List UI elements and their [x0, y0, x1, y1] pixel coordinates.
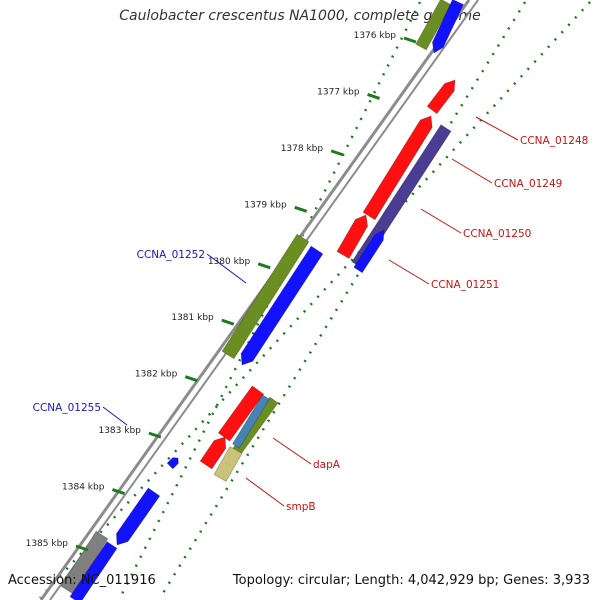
gene-labels: CCNA_01248 CCNA_01249 CCNA_01250 CCNA_01251…	[33, 116, 588, 513]
gene-label-ccna-01249: CCNA_01249	[494, 178, 562, 190]
dotted-guide-1	[118, 1, 422, 599]
gene-features	[60, 0, 464, 600]
gene-bar	[362, 115, 433, 221]
ruler-tick	[330, 149, 344, 157]
gene-label-leader	[420, 208, 462, 234]
gene-label-ccna-01251: CCNA_01251	[431, 279, 499, 291]
map-title: Caulobacter crescentus NA1000, complete …	[119, 8, 481, 24]
ruler-tick-label: 1383 kbp	[98, 426, 141, 436]
gene-label-smpb: smpB	[286, 501, 316, 513]
gene-bar	[199, 436, 227, 470]
ruler-tick	[184, 375, 198, 383]
ruler-tick	[294, 205, 308, 213]
gene-label-ccna-01248: CCNA_01248	[520, 135, 588, 147]
ruler-tick-label: 1384 kbp	[62, 483, 105, 493]
gene-bar	[353, 229, 385, 274]
ruler-tick-label: 1380 kbp	[208, 257, 251, 267]
ruler-tick-label: 1385 kbp	[26, 539, 69, 549]
ruler-tick-label: 1377 kbp	[317, 87, 360, 97]
ruler-tick-label: 1382 kbp	[135, 370, 178, 380]
gene-bar	[213, 445, 243, 483]
gene-label-leader	[475, 116, 519, 141]
ruler-tick	[111, 488, 125, 495]
gene-bar	[69, 541, 118, 600]
accession-text: Accession: NC_011916	[8, 573, 156, 588]
gene-bar	[232, 394, 270, 449]
gene-bar	[116, 487, 161, 546]
gene-bar	[166, 457, 179, 470]
gene-label-leader	[245, 477, 285, 507]
ruler-ticks: 1376 kbp 1377 kbp 1378 kbp 1379 kbp 1380 kbp…	[26, 31, 417, 552]
gene-label-ccna-01250: CCNA_01250	[463, 228, 531, 240]
gene-label-leader	[206, 253, 247, 284]
summary-text: Topology: circular; Length: 4,042,929 bp…	[232, 573, 590, 588]
gene-bar	[415, 0, 452, 51]
gene-label-leader	[388, 259, 430, 285]
ruler-tick	[403, 36, 417, 44]
gene-label-leader	[102, 406, 128, 426]
gene-bar	[431, 0, 464, 54]
ruler-tick	[257, 262, 271, 270]
ruler-tick-label: 1378 kbp	[281, 144, 324, 154]
gene-bar	[221, 233, 310, 360]
dotted-guides	[39, 1, 591, 599]
ruler-tick	[148, 431, 162, 439]
gene-bar	[217, 385, 265, 442]
gene-label-dapa: dapA	[313, 459, 341, 471]
ruler-tick-label: 1379 kbp	[244, 200, 287, 210]
ruler-tick	[75, 544, 89, 552]
gene-bar	[426, 79, 456, 115]
gene-bar	[240, 245, 324, 366]
ruler-tick	[221, 318, 235, 326]
ruler-tick-label: 1376 kbp	[354, 31, 397, 41]
gene-label-ccna-01255: CCNA_01255	[33, 402, 101, 414]
ruler-tick-label: 1381 kbp	[171, 313, 214, 323]
gene-label-leader	[451, 158, 493, 184]
ruler-tick	[367, 93, 381, 100]
gene-bar	[336, 214, 368, 260]
gene-label-leader	[272, 437, 312, 465]
gene-label-ccna-01252: CCNA_01252	[137, 249, 205, 261]
